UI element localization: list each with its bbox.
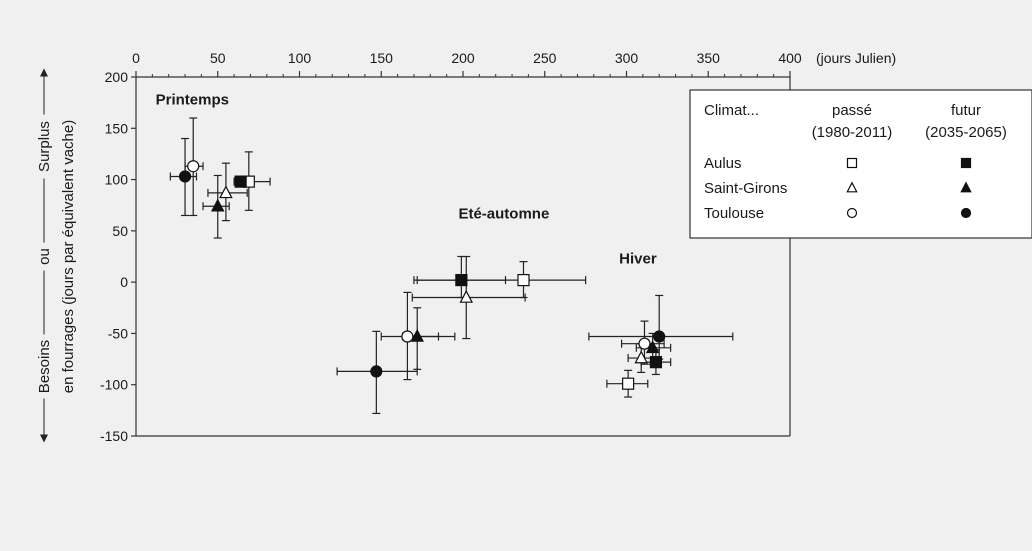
point-toulouse-futur-hiver bbox=[653, 330, 666, 343]
legend-site-label: Aulus bbox=[704, 155, 742, 172]
x-tick-label: 150 bbox=[370, 50, 394, 66]
point-saint-girons-futur-eté-automne bbox=[410, 328, 424, 342]
y-tick-label: -100 bbox=[100, 377, 128, 393]
point-saint-girons-passe-hiver bbox=[634, 350, 648, 364]
legend-header-climat: Climat... bbox=[704, 102, 759, 119]
point-aulus-passe-eté-automne bbox=[517, 273, 530, 287]
x-tick-label: 100 bbox=[288, 50, 312, 66]
y-axis-title-line2: en fourrages (jours par équivalent vache… bbox=[60, 120, 77, 394]
point-saint-girons-futur-printemps bbox=[210, 198, 225, 212]
error-bar-toulouse-futur-hiver bbox=[588, 294, 734, 360]
legend-marker-futur bbox=[960, 157, 972, 169]
point-aulus-futur-hiver bbox=[649, 356, 663, 369]
season-label: Eté-automne bbox=[458, 206, 549, 223]
legend-marker-futur bbox=[960, 181, 972, 193]
point-toulouse-passe-printemps bbox=[187, 160, 200, 173]
x-axis-label: (jours Julien) bbox=[816, 50, 896, 66]
legend-header-passe: passé bbox=[832, 102, 872, 119]
legend-marker-passe bbox=[846, 157, 858, 169]
point-aulus-passe-hiver bbox=[622, 377, 635, 390]
legend-header-futur: futur bbox=[951, 102, 981, 119]
point-saint-girons-passe-eté-automne bbox=[459, 289, 474, 303]
legend-header-futur-period: (2035-2065) bbox=[925, 124, 1007, 141]
y-tick-label: -50 bbox=[108, 325, 128, 341]
season-label: Printemps bbox=[156, 92, 229, 109]
x-tick-label: 200 bbox=[451, 50, 475, 66]
y-axis-title-units: en fourrages (jours par équivalent vache… bbox=[60, 120, 77, 394]
y-tick-label: 150 bbox=[105, 120, 129, 136]
arrow-down-icon bbox=[40, 434, 48, 443]
y-tick-label: -150 bbox=[100, 428, 128, 444]
x-tick-label: 250 bbox=[533, 50, 557, 66]
point-saint-girons-passe-printemps bbox=[219, 185, 233, 199]
legend-site-label: Toulouse bbox=[704, 205, 764, 222]
y-tick-label: 0 bbox=[120, 274, 128, 290]
legend-marker-passe bbox=[846, 207, 858, 219]
y-axis-title-line1: Surplus ou Besoins bbox=[36, 68, 53, 443]
legend-box bbox=[689, 89, 1032, 239]
legend-header-passe-period: (1980-2011) bbox=[812, 124, 893, 141]
arrow-up-icon bbox=[40, 68, 48, 77]
x-tick-label: 350 bbox=[697, 50, 721, 66]
x-tick-label: 0 bbox=[132, 50, 140, 66]
point-aulus-futur-printemps bbox=[234, 175, 247, 188]
point-toulouse-passe-hiver bbox=[638, 337, 651, 350]
legend-marker-futur bbox=[960, 207, 972, 219]
y-tick-label: 100 bbox=[105, 172, 129, 188]
point-toulouse-passe-eté-automne bbox=[401, 330, 414, 343]
y-axis-title-ou: ou bbox=[36, 248, 53, 265]
y-axis-title-besoins: Besoins bbox=[36, 340, 53, 393]
season-label: Hiver bbox=[619, 251, 657, 268]
point-toulouse-futur-eté-automne bbox=[370, 365, 383, 378]
point-aulus-futur-eté-automne bbox=[455, 273, 468, 287]
legend-marker-passe bbox=[846, 181, 858, 193]
x-tick-label: 50 bbox=[210, 50, 226, 66]
y-tick-label: 200 bbox=[105, 69, 129, 85]
x-tick-label: 400 bbox=[778, 50, 802, 66]
point-saint-girons-futur-hiver bbox=[645, 340, 660, 354]
x-tick-label: 300 bbox=[615, 50, 639, 66]
y-axis-title-surplus: Surplus bbox=[36, 121, 53, 172]
point-toulouse-futur-printemps bbox=[178, 170, 192, 183]
legend-site-label: Saint-Girons bbox=[704, 180, 787, 197]
y-tick-label: 50 bbox=[112, 223, 128, 239]
